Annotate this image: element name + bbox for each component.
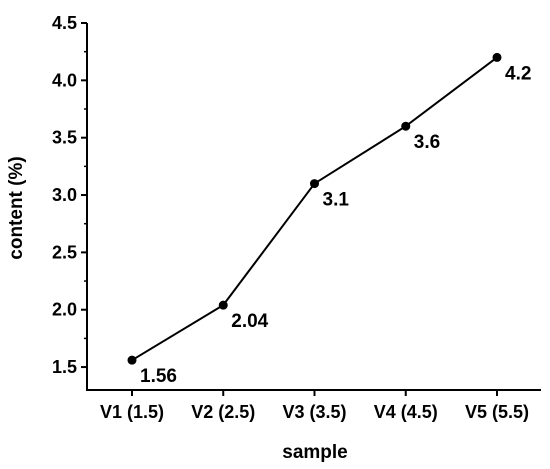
data-labels: 1.56 2.04 3.1 3.6 4.2 (140, 63, 531, 387)
series-line (131, 56, 498, 362)
data-label: 2.04 (231, 311, 268, 332)
plot-frame (86, 23, 541, 391)
y-axis-title: content (%) (6, 156, 27, 259)
data-point (492, 52, 502, 62)
y-axis-ticks: 1.5 2.0 2.5 3.0 3.5 4.0 4.5 (52, 13, 87, 377)
y-tick-label: 4.5 (52, 13, 77, 33)
data-point (218, 300, 228, 310)
x-tick-label: V3 (3.5) (282, 402, 346, 422)
series-content (127, 52, 502, 365)
data-label: 3.1 (323, 190, 350, 211)
x-tick-label: V2 (2.5) (191, 402, 255, 422)
x-tick-label: V1 (1.5) (100, 402, 164, 422)
y-tick-label: 2.5 (52, 242, 77, 262)
y-tick-label: 3.0 (52, 185, 77, 205)
x-axis-ticks: V1 (1.5) V2 (2.5) V3 (3.5) V4 (4.5) V5 (5.5) (100, 390, 529, 422)
data-point (401, 121, 411, 131)
y-tick-label: 4.0 (52, 70, 77, 90)
x-axis-title: sample (282, 442, 347, 463)
x-tick-label: V4 (4.5) (374, 402, 438, 422)
y-tick-label: 1.5 (52, 357, 77, 377)
data-label: 3.6 (414, 132, 440, 153)
x-tick-label: V5 (5.5) (465, 402, 529, 422)
data-label: 1.56 (140, 366, 177, 387)
y-tick-label: 3.5 (52, 128, 77, 148)
data-point (310, 179, 319, 189)
data-label: 4.2 (505, 63, 531, 84)
y-tick-label: 2.0 (52, 300, 77, 320)
data-point (127, 355, 137, 365)
